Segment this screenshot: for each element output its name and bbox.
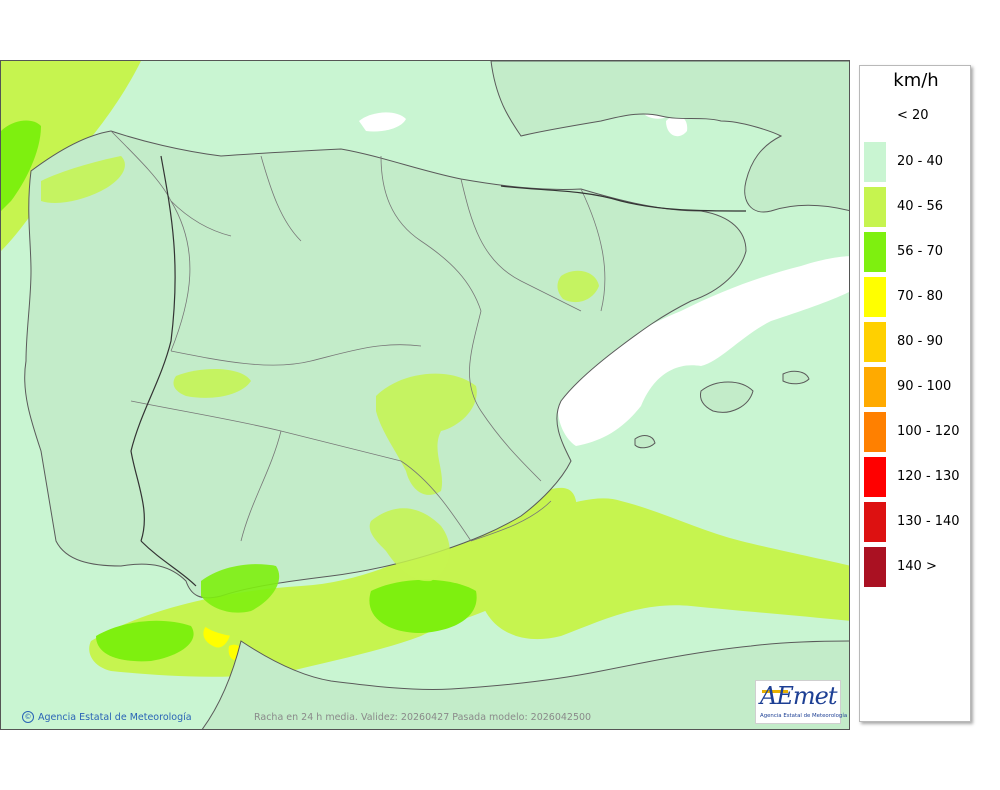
logo-accent-bar xyxy=(762,690,788,693)
legend-label: 120 - 130 xyxy=(897,469,960,484)
legend-label: 100 - 120 xyxy=(897,424,960,439)
legend-item: 90 - 100 xyxy=(860,367,972,407)
land-france xyxy=(490,61,849,213)
legend-item: 56 - 70 xyxy=(860,232,972,272)
legend-swatch xyxy=(864,277,886,317)
legend-item: 140 > xyxy=(860,547,972,587)
legend-label: 20 - 40 xyxy=(897,154,944,169)
legend-item: 120 - 130 xyxy=(860,457,972,497)
legend-swatch xyxy=(864,412,886,452)
wind-band-galicia-coast xyxy=(1,120,41,211)
legend-label: 80 - 90 xyxy=(897,334,944,349)
land-mallorca xyxy=(700,381,754,413)
legend-label: < 20 xyxy=(897,108,929,123)
legend-item: 20 - 40 xyxy=(860,142,972,182)
legend-swatch xyxy=(864,232,886,272)
calm-area-bay-of-biscay xyxy=(359,112,406,132)
wind-land-castile xyxy=(173,369,251,398)
aemet-logo: AEmet Agencia Estatal de Meteorología xyxy=(755,680,847,724)
logo-subtitle: Agencia Estatal de Meteorología xyxy=(760,713,848,719)
land-menorca xyxy=(782,370,810,385)
map-canvas xyxy=(1,61,849,729)
agency-credit: © Agencia Estatal de Meteorología xyxy=(22,711,192,723)
map-caption: Racha en 24 h media. Validez: 20260427 P… xyxy=(254,712,592,723)
land-iberia xyxy=(24,130,747,599)
legend-swatch xyxy=(864,322,886,362)
legend-swatch xyxy=(864,502,886,542)
legend-label: 40 - 56 xyxy=(897,199,944,214)
wind-gust-map xyxy=(0,60,850,730)
wind-land-andalucia xyxy=(369,508,450,582)
legend-swatch xyxy=(864,367,886,407)
legend-item: 100 - 120 xyxy=(860,412,972,452)
legend-label: 130 - 140 xyxy=(897,514,960,529)
wind-land-la-mancha xyxy=(376,373,477,495)
legend-item: < 20 xyxy=(860,108,972,148)
region-borders xyxy=(110,130,606,542)
legend-item: 80 - 90 xyxy=(860,322,972,362)
legend-label: 56 - 70 xyxy=(897,244,944,259)
legend-label: 140 > xyxy=(897,559,937,574)
logo-wordmark: AEmet xyxy=(760,682,837,710)
sea-strait xyxy=(191,606,246,636)
legend-unit: km/h xyxy=(893,70,939,91)
legend-swatch xyxy=(864,547,886,587)
calm-area-balearic-sea xyxy=(557,256,849,446)
legend-label: 70 - 80 xyxy=(897,289,944,304)
legend-swatch xyxy=(864,187,886,227)
legend-swatch xyxy=(864,142,886,182)
land-ibiza xyxy=(634,435,656,449)
legend-item: 70 - 80 xyxy=(860,277,972,317)
legend-swatch xyxy=(864,108,886,148)
wind-band-east-mediterranean xyxy=(481,498,849,640)
land-morocco xyxy=(201,640,849,729)
wind-core-alboran-west xyxy=(96,620,194,662)
wind-land-galicia xyxy=(41,156,125,203)
legend-panel: km/h < 20 20 - 40 40 - 56 56 - 70 70 - 8… xyxy=(859,65,971,722)
agency-credit-text: Agencia Estatal de Meteorología xyxy=(38,711,192,723)
legend-label: 90 - 100 xyxy=(897,379,952,394)
legend-item: 40 - 56 xyxy=(860,187,972,227)
wind-land-cadiz xyxy=(201,564,280,613)
legend-item: 130 - 140 xyxy=(860,502,972,542)
wind-land-ebro xyxy=(557,270,599,303)
country-borders xyxy=(130,155,747,587)
legend-swatch xyxy=(864,457,886,497)
copyright-icon: © xyxy=(22,711,34,723)
wind-core-alboran-center xyxy=(369,579,477,633)
